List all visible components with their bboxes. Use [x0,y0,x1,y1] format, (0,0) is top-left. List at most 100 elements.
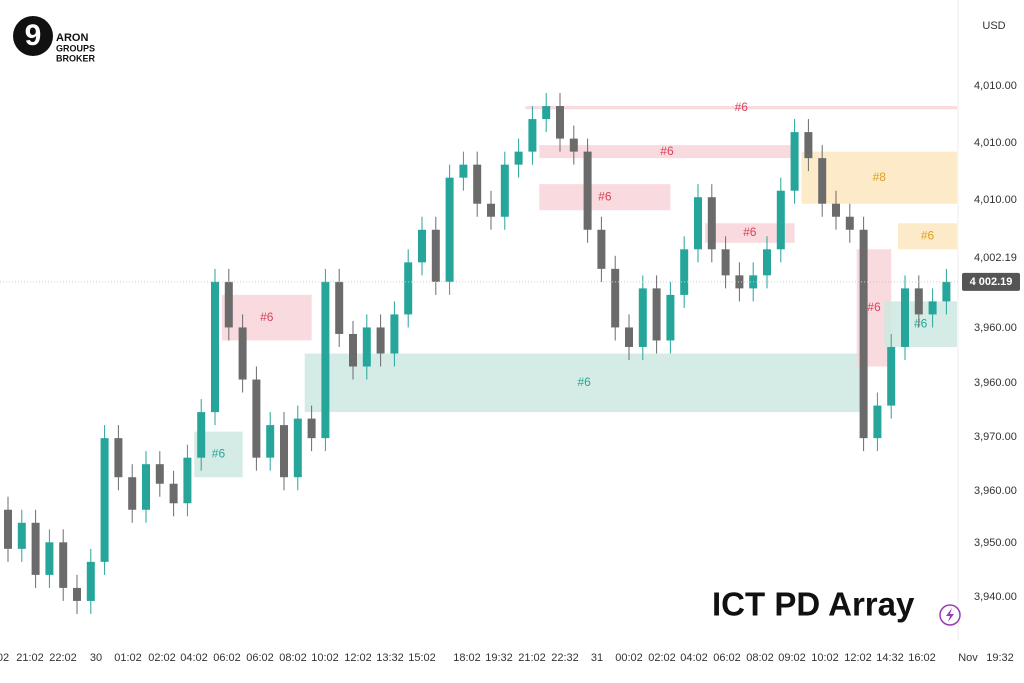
y-tick-label: 3,970.00 [974,431,1017,443]
candle-body [376,327,385,354]
x-tick-label: 21:02 [518,652,546,664]
candle-body [100,438,109,562]
candle-body [887,346,896,406]
candle-body [790,132,799,191]
zone-label: #8 [873,170,887,184]
x-tick-label: 19:32 [485,652,513,664]
zone-label: #6 [260,310,274,324]
candle-body [321,281,330,439]
icon [946,608,954,622]
x-tick-label: 06:02 [246,652,274,664]
candle-body [500,164,509,217]
candle-body [487,203,495,217]
icon [939,604,961,626]
candle-body [873,405,882,439]
x-tick-label: 14:32 [876,652,904,664]
y-tick-label: 3,960.00 [974,322,1017,334]
candle-body [293,418,302,478]
logo-text: GROUPS [56,43,95,53]
candle-body [721,249,730,276]
x-tick-label: 04:02 [180,652,208,664]
x-tick-label: 00:02 [615,652,643,664]
x-tick-label: 02:02 [648,652,676,664]
candle-body [335,281,344,334]
candle-body [280,425,288,478]
candle-body [597,229,606,269]
pd-zone [221,294,312,341]
candle-body [680,249,689,295]
pd-zone [704,223,795,243]
candle-body [638,288,647,347]
candle-body [776,190,785,250]
candle-body [128,477,137,510]
candle-body [473,164,482,204]
y-tick-label: 4,010.00 [974,80,1017,92]
y-tick-label: 4,010.00 [974,194,1017,206]
zone-label: #6 [743,225,757,239]
candle-body [666,294,675,341]
zone-label: #6 [735,100,749,114]
candle-body [404,262,413,315]
candle-body [901,288,909,347]
x-tick-label: 18:02 [453,652,481,664]
pd-zone [525,106,957,110]
candle-body [942,281,951,302]
candle-body [652,288,661,341]
x-tick-label: 10:02 [811,652,839,664]
candle-body [197,412,206,458]
candle-body [859,229,868,439]
candle-body [611,268,620,328]
x-tick-label: 09:02 [778,652,806,664]
candle-body [169,483,178,504]
candle-body [418,229,426,263]
candle-body [224,281,233,328]
candle-body [349,333,357,367]
candle-body [252,379,261,458]
candle-body [804,132,813,159]
x-tick-label: 06:02 [213,652,241,664]
candle-body [763,249,771,276]
candle-body [845,216,854,230]
candle-body [694,197,702,250]
logo-text: BROKER [56,53,96,63]
pd-zone [801,151,957,204]
x-tick-label: 08:02 [746,652,774,664]
pd-zone [898,223,957,250]
candle-body [569,138,578,152]
candle-body [459,164,468,178]
x-tick-label: 04:02 [680,652,708,664]
plot: #6 #6 #6 #6 #6 #8 #6 #6 #6 #6 #6 [0,93,958,614]
candle-body [59,542,68,588]
candle-body [514,151,523,165]
candle-body [266,425,275,458]
logo: 9 ARON GROUPS BROKER [13,16,96,63]
candle-body [583,151,592,230]
pd-zone [304,353,864,413]
candle-body [183,457,192,504]
candle-body [211,281,219,413]
y-tick-label: 3,960.00 [974,377,1017,389]
y-tick-label: 3,950.00 [974,537,1017,549]
zone-label: #6 [577,375,591,389]
candle-body [445,177,454,282]
x-tick-label: 16:02 [908,652,936,664]
last-price-label: 4 002.19 [970,276,1013,288]
last-price-badge [962,272,1020,291]
zone-label: #6 [598,189,612,203]
y-tick-label: 4,010.00 [974,137,1017,149]
candle-body [362,327,371,367]
candle-body [556,106,564,139]
zone-label: #6 [914,316,928,330]
logo-mark: 9 [25,19,42,52]
candle-body [528,119,537,152]
candle-body [928,301,937,315]
x-tick-label: 22:32 [551,652,579,664]
x-tick-label: 12:02 [844,652,872,664]
zone-label: #6 [212,447,226,461]
pd-zone [539,184,671,211]
zone-label: #6 [660,144,674,158]
x-tick-label: 21:02 [16,652,44,664]
y-tick-label: 4,002.19 [974,252,1017,264]
